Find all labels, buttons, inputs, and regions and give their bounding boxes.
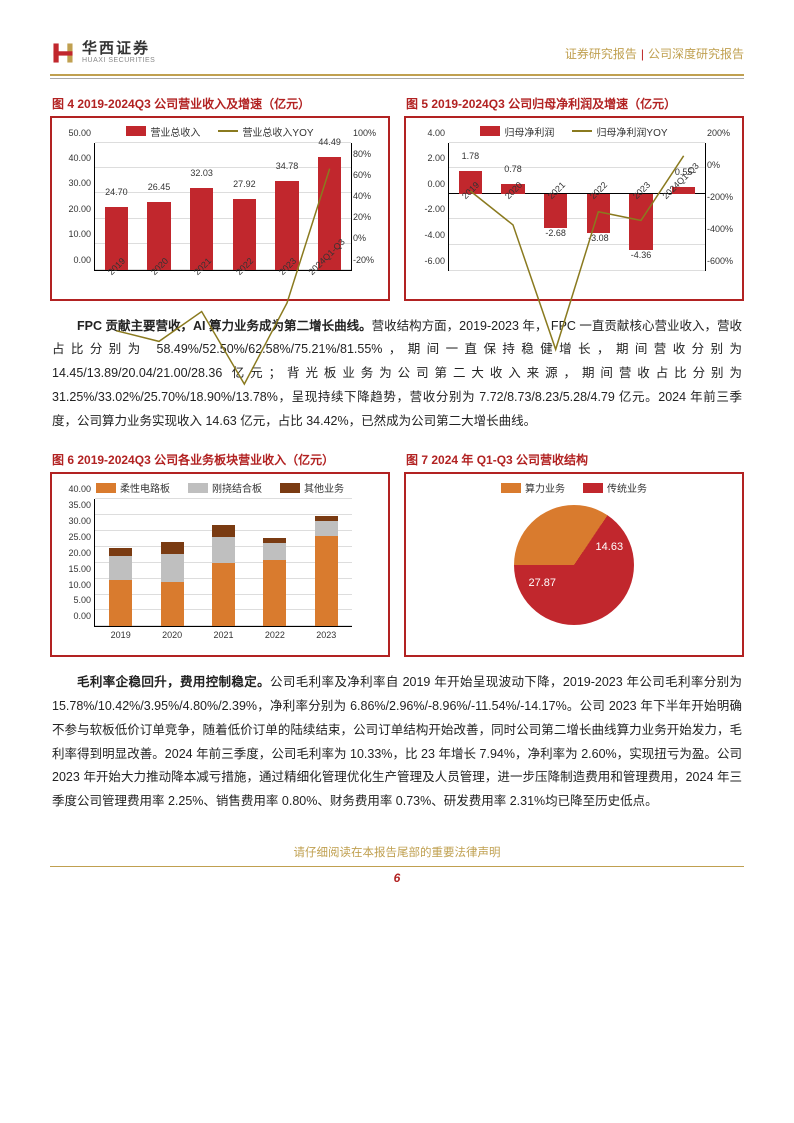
- page-header: 华西证券 HUAXI SECURITIES 证券研究报告|公司深度研究报告: [50, 40, 744, 66]
- footer-rule: [50, 866, 744, 867]
- fig5-chart: 归母净利润 归母净利润YOY-6.00-4.00-2.000.002.004.0…: [404, 116, 744, 301]
- huaxi-logo-icon: [50, 40, 76, 66]
- header-rule-gold: [50, 74, 744, 76]
- logo-cn: 华西证券: [82, 41, 155, 58]
- fig7-title: 图 7 2024 年 Q1-Q3 公司营收结构: [406, 451, 744, 468]
- fig6-chart: 柔性电路板刚挠结合板其他业务0.005.0010.0015.0020.0025.…: [50, 472, 390, 657]
- header-cat-a: 证券研究报告: [565, 47, 637, 61]
- para2-rest: 公司毛利率及净利率自 2019 年开始呈现波动下降，2019-2023 年公司毛…: [52, 675, 742, 808]
- fig4-title: 图 4 2019-2024Q3 公司营业收入及增速（亿元）: [52, 95, 390, 112]
- header-rule-thin: [50, 78, 744, 79]
- fig5-title: 图 5 2019-2024Q3 公司归母净利润及增速（亿元）: [406, 95, 744, 112]
- para2-lead: 毛利率企稳回升，费用控制稳定。: [77, 675, 270, 689]
- header-cat-b: 公司深度研究报告: [648, 47, 744, 61]
- logo: 华西证券 HUAXI SECURITIES: [50, 40, 155, 66]
- fig7-chart: 算力业务传统业务14.6327.87: [404, 472, 744, 657]
- paragraph-margin: 毛利率企稳回升，费用控制稳定。公司毛利率及净利率自 2019 年开始呈现波动下降…: [50, 671, 744, 814]
- page-number: 6: [50, 871, 744, 885]
- fig6-title: 图 6 2019-2024Q3 公司各业务板块营业收入（亿元）: [52, 451, 390, 468]
- header-category: 证券研究报告|公司深度研究报告: [565, 45, 744, 62]
- logo-en: HUAXI SECURITIES: [82, 57, 155, 65]
- footer-legal-note: 请仔细阅读在本报告尾部的重要法律声明: [50, 844, 744, 860]
- fig4-chart: 营业总收入 营业总收入YOY0.0010.0020.0030.0040.0050…: [50, 116, 390, 301]
